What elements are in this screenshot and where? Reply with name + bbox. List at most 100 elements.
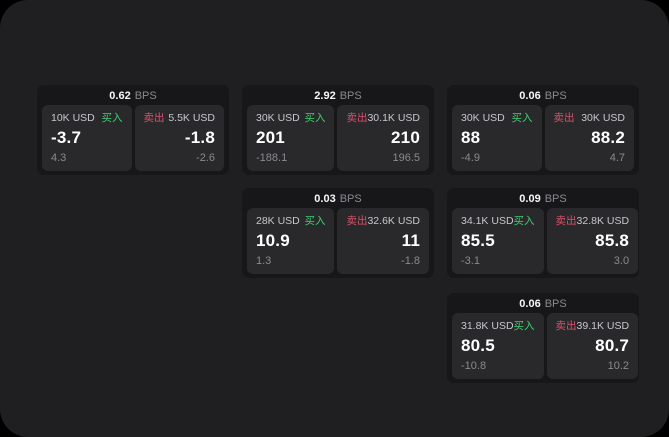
sell-amount: 30K USD	[581, 112, 625, 124]
card-header: 0.06 BPS	[447, 85, 639, 105]
card-header: 0.62 BPS	[37, 85, 229, 105]
quote-panels: 10K USD 买入 -3.7 4.3 卖出 5.5K USD -1.8 -2.…	[37, 105, 229, 171]
card-header: 2.92 BPS	[242, 85, 434, 105]
buy-tile-header: 10K USD 买入	[51, 112, 123, 124]
sell-price: 11	[401, 231, 420, 250]
card-header: 0.06 BPS	[447, 293, 639, 313]
sell-quote-tile[interactable]: 卖出 32.6K USD 11 -1.8	[337, 208, 429, 274]
buy-price: 10.9	[256, 231, 290, 250]
sell-quote-tile[interactable]: 卖出 39.1K USD 80.7 10.2	[546, 313, 639, 379]
sell-price: 210	[391, 128, 420, 147]
sell-price: 80.7	[595, 336, 630, 355]
sell-price: 88.2	[591, 128, 625, 147]
buy-amount: 30K USD	[256, 112, 300, 124]
quote-panels: 30K USD 买入 88 -4.9 卖出 30K USD 88.2 4.7	[447, 105, 639, 171]
sell-amount: 32.8K USD	[576, 215, 630, 227]
buy-price: 80.5	[461, 336, 495, 355]
sell-quote-tile[interactable]: 卖出 32.8K USD 85.8 3.0	[546, 208, 639, 274]
bps-value: 0.06	[519, 89, 541, 102]
sell-side-label: 卖出	[555, 320, 577, 332]
buy-tile-header: 34.1K USD 买入	[461, 215, 535, 227]
buy-price: 88	[461, 128, 481, 147]
sell-tile-header: 卖出 30K USD	[554, 112, 626, 124]
quote-card-2: 2.92 BPS 30K USD 买入 201 -188.1 卖出 30.1K …	[242, 85, 434, 175]
buy-side-label: 买入	[304, 215, 326, 227]
buy-subvalue: -3.1	[461, 255, 480, 267]
buy-quote-tile[interactable]: 30K USD 买入 201 -188.1	[247, 105, 335, 171]
buy-quote-tile[interactable]: 34.1K USD 买入 85.5 -3.1	[452, 208, 544, 274]
buy-tile-header: 30K USD 买入	[256, 112, 325, 124]
sell-subvalue: -1.8	[401, 255, 420, 267]
sell-amount: 5.5K USD	[168, 112, 215, 124]
sell-tile-header: 卖出 39.1K USD	[556, 320, 630, 332]
bps-unit-label: BPS	[134, 89, 157, 102]
buy-subvalue: 1.3	[256, 255, 272, 267]
card-header: 0.09 BPS	[447, 188, 639, 208]
buy-side-label: 买入	[304, 112, 326, 124]
buy-amount: 31.8K USD	[461, 320, 514, 332]
buy-side-label: 买入	[513, 215, 535, 227]
buy-tile-header: 30K USD 买入	[461, 112, 533, 124]
sell-subvalue: 196.5	[392, 152, 420, 164]
sell-subvalue: 3.0	[613, 255, 630, 267]
buy-subvalue: -188.1	[256, 152, 288, 164]
quote-card-3: 0.06 BPS 30K USD 买入 88 -4.9 卖出 30K USD 8…	[447, 85, 639, 175]
buy-price: 201	[256, 128, 285, 147]
buy-amount: 28K USD	[256, 215, 300, 227]
buy-amount: 34.1K USD	[461, 215, 514, 227]
sell-tile-header: 卖出 32.6K USD	[346, 215, 420, 227]
sell-tile-header: 卖出 32.8K USD	[556, 215, 630, 227]
buy-quote-tile[interactable]: 28K USD 买入 10.9 1.3	[247, 208, 335, 274]
sell-side-label: 卖出	[143, 112, 165, 124]
quote-card-1: 0.62 BPS 10K USD 买入 -3.7 4.3 卖出 5.5K USD…	[37, 85, 229, 175]
sell-quote-tile[interactable]: 卖出 30K USD 88.2 4.7	[544, 105, 634, 171]
sell-quote-tile[interactable]: 卖出 30.1K USD 210 196.5	[337, 105, 429, 171]
buy-quote-tile[interactable]: 31.8K USD 买入 80.5 -10.8	[452, 313, 544, 379]
sell-amount: 39.1K USD	[576, 320, 630, 332]
sell-price: -1.8	[184, 128, 215, 147]
card-header: 0.03 BPS	[242, 188, 434, 208]
sell-side-label: 卖出	[555, 215, 577, 227]
sell-subvalue: 10.2	[607, 360, 630, 372]
bps-value: 0.62	[109, 89, 131, 102]
bps-value: 0.03	[314, 192, 336, 205]
bps-unit-label: BPS	[544, 192, 567, 205]
buy-amount: 30K USD	[461, 112, 505, 124]
quote-panels: 30K USD 买入 201 -188.1 卖出 30.1K USD 210 1…	[242, 105, 434, 171]
sell-amount: 30.1K USD	[367, 112, 420, 124]
buy-quote-tile[interactable]: 10K USD 买入 -3.7 4.3	[42, 105, 132, 171]
bps-unit-label: BPS	[544, 89, 567, 102]
buy-subvalue: -4.9	[461, 152, 480, 164]
buy-tile-header: 31.8K USD 买入	[461, 320, 535, 332]
bps-value: 0.06	[519, 297, 541, 310]
bps-value: 0.09	[519, 192, 541, 205]
buy-price: 85.5	[461, 231, 495, 250]
bps-unit-label: BPS	[339, 89, 362, 102]
quote-card-5: 0.09 BPS 34.1K USD 买入 85.5 -3.1 卖出 32.8K…	[447, 188, 639, 278]
buy-tile-header: 28K USD 买入	[256, 215, 325, 227]
sell-subvalue: 4.7	[609, 152, 625, 164]
buy-subvalue: 4.3	[51, 152, 67, 164]
quote-card-4: 0.03 BPS 28K USD 买入 10.9 1.3 卖出 32.6K US…	[242, 188, 434, 278]
bps-value: 2.92	[314, 89, 336, 102]
buy-subvalue: -10.8	[461, 360, 487, 372]
sell-subvalue: -2.6	[196, 152, 215, 164]
buy-side-label: 买入	[513, 320, 535, 332]
sell-tile-header: 卖出 30.1K USD	[346, 112, 420, 124]
sell-tile-header: 卖出 5.5K USD	[144, 112, 216, 124]
sell-quote-tile[interactable]: 卖出 5.5K USD -1.8 -2.6	[134, 105, 224, 171]
buy-amount: 10K USD	[51, 112, 95, 124]
buy-side-label: 买入	[511, 112, 533, 124]
buy-side-label: 买入	[101, 112, 123, 124]
quote-panels: 28K USD 买入 10.9 1.3 卖出 32.6K USD 11 -1.8	[242, 208, 434, 274]
bps-unit-label: BPS	[544, 297, 567, 310]
buy-quote-tile[interactable]: 30K USD 买入 88 -4.9	[452, 105, 542, 171]
quote-card-6: 0.06 BPS 31.8K USD 买入 80.5 -10.8 卖出 39.1…	[447, 293, 639, 383]
quote-panels: 34.1K USD 买入 85.5 -3.1 卖出 32.8K USD 85.8…	[447, 208, 639, 274]
quote-panels: 31.8K USD 买入 80.5 -10.8 卖出 39.1K USD 80.…	[447, 313, 639, 379]
sell-side-label: 卖出	[346, 112, 368, 124]
sell-side-label: 卖出	[553, 112, 575, 124]
buy-price: -3.7	[51, 128, 82, 147]
bps-unit-label: BPS	[339, 192, 362, 205]
